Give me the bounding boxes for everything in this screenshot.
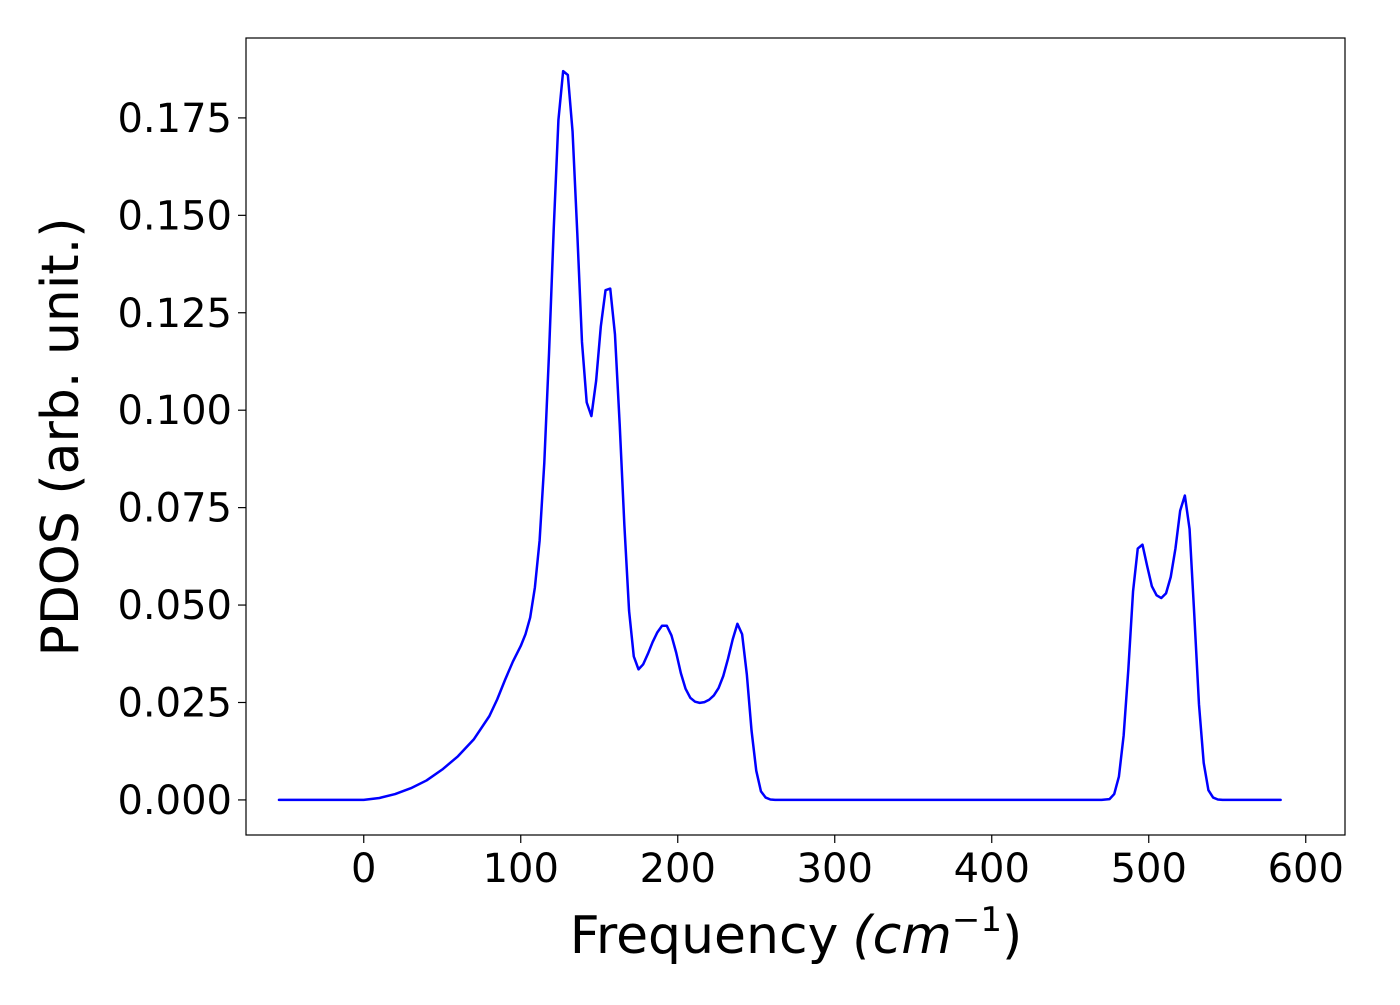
x-tick-label: 200 [640, 846, 716, 892]
y-axis-ticks: 0.000 0.025 0.050 0.075 0.100 0.125 0.150 0.175 [117, 96, 246, 824]
x-tick-label: 600 [1268, 846, 1344, 892]
pdos-series-line [277, 69, 1282, 802]
y-tick-label: 0.150 [117, 193, 232, 239]
x-tick-label: 300 [797, 846, 873, 892]
y-tick-label: 0.100 [117, 388, 232, 434]
x-axis-ticks: 0 100 200 300 400 500 600 [351, 835, 1344, 892]
y-tick-label: 0.050 [117, 583, 232, 629]
y-axis-title: PDOS (arb. unit.) [31, 217, 91, 656]
x-tick-label: 400 [954, 846, 1030, 892]
x-tick-label: 0 [351, 846, 376, 892]
x-tick-label: 500 [1111, 846, 1187, 892]
y-tick-label: 0.125 [117, 291, 232, 337]
x-tick-label: 100 [483, 846, 559, 892]
plot-area-frame [245, 37, 1346, 836]
x-axis-title-text: Frequency [570, 906, 839, 966]
y-tick-label: 0.025 [117, 680, 232, 726]
x-axis-title-unit-exponent: −1 [952, 900, 1002, 940]
series-layer [277, 69, 1282, 802]
y-tick-label: 0.175 [117, 96, 232, 142]
x-axis-title-unit: (cm [852, 906, 952, 966]
y-tick-label: 0.000 [117, 778, 232, 824]
x-axis-title: Frequency (cm−1) [570, 900, 1023, 966]
x-axis-title-close: ) [1002, 906, 1022, 966]
y-tick-label: 0.075 [117, 486, 232, 532]
